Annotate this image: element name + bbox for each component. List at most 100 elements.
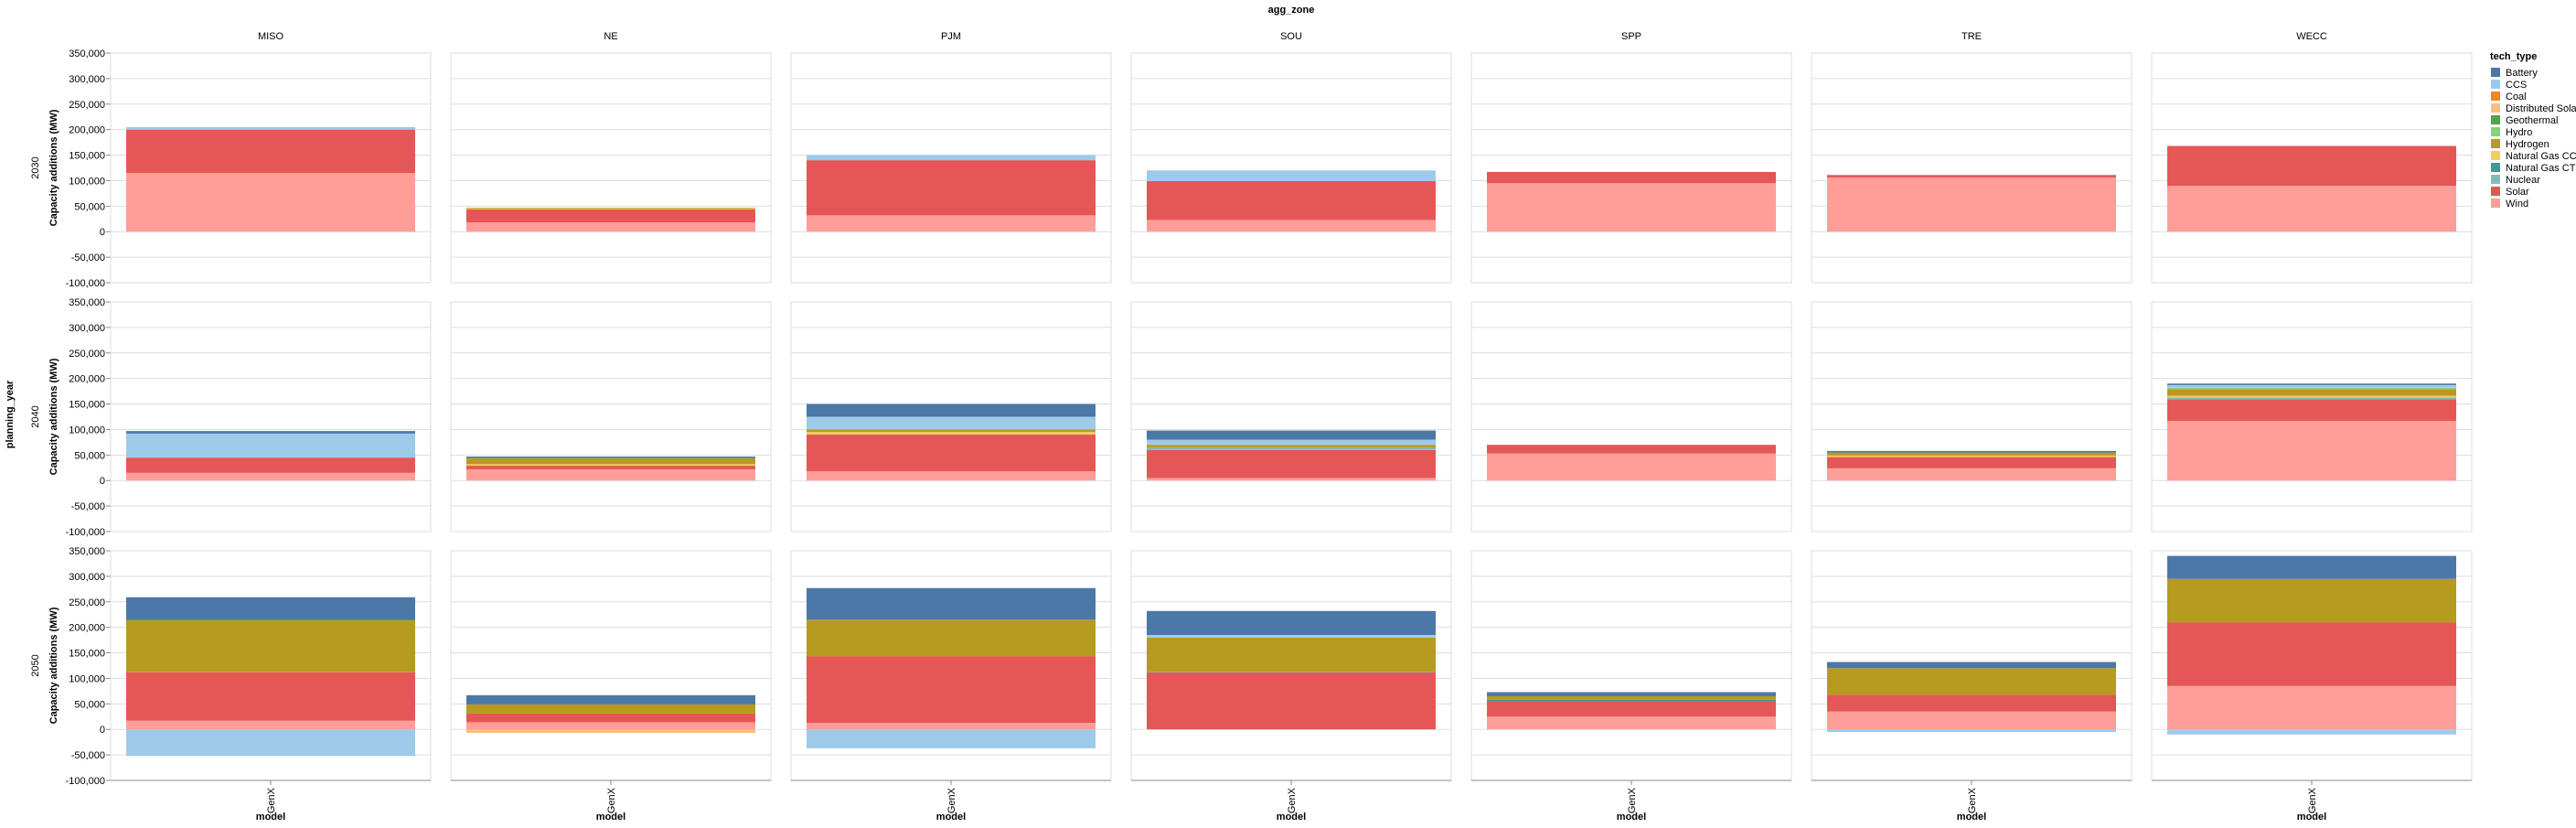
bar-segment-solar — [807, 160, 1096, 216]
y-tick-label: 150,000 — [69, 649, 105, 660]
bar-segment-wind — [2167, 186, 2456, 232]
facet-panel-tre-2030 — [1811, 52, 2132, 284]
bar-segment-solar — [1827, 175, 2116, 178]
legend-item-geothermal: Geothermal — [2491, 115, 2558, 126]
bar-segment-wind — [1827, 468, 2116, 481]
y-axis-title: Capacity additions (MW) — [48, 109, 59, 226]
bar-segment-solar — [1147, 672, 1436, 730]
bar-segment-solar — [1147, 181, 1436, 220]
facet-panel-spp-2030 — [1470, 52, 1792, 284]
bar-segment-hydrogen — [807, 429, 1096, 433]
legend-label: Solar — [2506, 187, 2529, 198]
bar-segment-distributed-solar — [466, 729, 755, 734]
bar-segment-wind — [2167, 685, 2456, 730]
bar-segment-solar — [2167, 145, 2456, 187]
bar-segment-solar — [466, 713, 755, 723]
bar-segment-wind — [807, 215, 1096, 232]
bar-segment-hydrogen — [2167, 578, 2456, 623]
panel-frame — [1470, 301, 1792, 532]
y-tick-label: 50,000 — [74, 201, 105, 212]
x-tick-label: GenX — [2307, 787, 2318, 813]
y-tick-label: 250,000 — [69, 100, 105, 111]
y-tick-label: 300,000 — [69, 572, 105, 583]
bar-segment-ccs — [2167, 384, 2456, 388]
y-axis-title: Capacity additions (MW) — [48, 607, 59, 724]
legend-label: Distributed Solar — [2506, 103, 2576, 114]
legend-swatch — [2491, 68, 2500, 77]
bar-segment-hydrogen — [466, 457, 755, 465]
x-axis-title: model — [936, 812, 966, 823]
bar-segment-battery — [807, 587, 1096, 620]
bar-segment-natural-gas-cc — [1827, 455, 2116, 457]
legend-swatch — [2491, 199, 2500, 208]
x-tick-label: GenX — [1287, 787, 1298, 813]
bar-segment-hydrogen — [126, 619, 415, 672]
legend-swatch — [2491, 175, 2500, 184]
bar-segment-battery — [1147, 610, 1436, 636]
legend-item-coal: Coal — [2491, 91, 2527, 102]
bar-segment-ccs — [1827, 729, 2116, 733]
facet-panel-pjm-2030 — [790, 52, 1112, 284]
bar-segment-wind — [126, 720, 415, 730]
legend-label: Hydrogen — [2506, 139, 2549, 150]
y-tick-label: 100,000 — [69, 425, 105, 436]
bar-segment-hydrogen — [1147, 445, 1436, 447]
panel-frame — [1470, 52, 1792, 284]
x-axis-title: model — [256, 812, 285, 823]
bar-segment-solar — [126, 457, 415, 473]
bar-segment-solar — [2167, 399, 2456, 421]
bar-segment-hydro — [2167, 387, 2456, 390]
legend-swatch — [2491, 127, 2500, 136]
x-axis-title: model — [2297, 812, 2326, 823]
panel-frame — [790, 52, 1112, 284]
legend-item-solar: Solar — [2491, 187, 2529, 198]
y-tick-label: 100,000 — [69, 673, 105, 684]
column-header-spp: SPP — [1621, 31, 1641, 42]
facet-panel-miso-2040 — [110, 301, 432, 532]
facet-panel-pjm-2040 — [790, 301, 1112, 532]
bar-segment-wind — [126, 173, 415, 232]
legend-item-battery: Battery — [2491, 68, 2538, 79]
panel-frame — [1811, 301, 2132, 532]
y-tick-label: 350,000 — [69, 546, 105, 557]
bar-segment-ccs — [126, 729, 415, 757]
legend-item-natural-gas-cc: Natural Gas CC — [2491, 151, 2576, 162]
bar-segment-battery — [1147, 430, 1436, 440]
row-header-2040: 2040 — [30, 405, 41, 427]
y-tick-label: 0 — [100, 476, 105, 487]
y-tick-label: 200,000 — [69, 623, 105, 634]
legend-item-hydro: Hydro — [2491, 127, 2532, 138]
facet-panel-miso-2030 — [110, 52, 432, 284]
x-tick-label: GenX — [266, 787, 277, 813]
y-tick-label: 50,000 — [74, 450, 105, 461]
bar-segment-natural-gas-ct — [1487, 699, 1776, 702]
bar-segment-wind — [126, 472, 415, 481]
bar-segment-ccs — [807, 155, 1096, 161]
x-axis-title: model — [596, 812, 625, 823]
bar-segment-battery — [807, 403, 1096, 417]
legend-label: Natural Gas CT — [2506, 163, 2576, 174]
bar-segment-ccs — [126, 433, 415, 458]
legend-label: Natural Gas CC — [2506, 151, 2576, 162]
bar-segment-battery — [1827, 661, 2116, 669]
bar-segment-hydrogen — [466, 704, 755, 714]
bar-segment-solar — [466, 209, 755, 223]
y-tick-label: 100,000 — [69, 176, 105, 187]
bar-segment-solar — [126, 129, 415, 174]
bar-segment-solar — [126, 672, 415, 721]
legend-label: Coal — [2506, 91, 2527, 102]
bar-segment-wind — [1487, 453, 1776, 481]
y-tick-label: -100,000 — [66, 527, 105, 538]
row-header-2050: 2050 — [30, 654, 41, 676]
y-tick-label: -100,000 — [66, 278, 105, 289]
bar-segment-battery — [126, 597, 415, 620]
bar-segment-battery — [1487, 692, 1776, 696]
facet-panel-wecc-2040 — [2151, 301, 2473, 532]
facet-panel-sou-2040 — [1130, 301, 1452, 532]
bar-segment-wind — [466, 468, 755, 481]
y-tick-label: 200,000 — [69, 374, 105, 385]
bar-segment-hydrogen — [807, 619, 1096, 657]
bar-segment-wind — [2167, 420, 2456, 481]
